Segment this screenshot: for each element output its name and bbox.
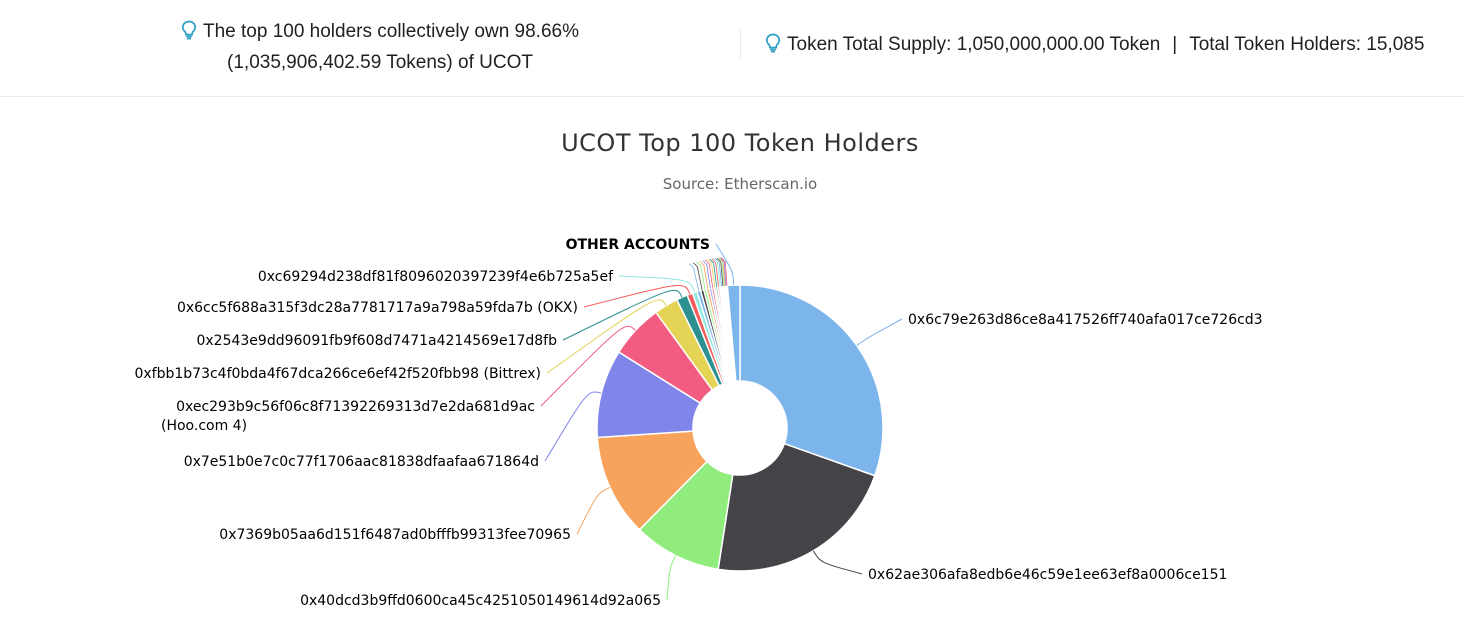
chart-container: UCOT Top 100 Token Holders Source: Ether… [0,98,1464,639]
connector-line [699,260,709,289]
summary-bar: The top 100 holders collectively own 98.… [0,0,1464,97]
connector-line [714,258,722,287]
connector-line [713,258,721,287]
total-holders: Total Token Holders: 15,085 [1189,34,1425,55]
slice-label: 0xec293b9c56f06c8f71392269313d7e2da681d9… [176,399,535,415]
lightbulb-icon [765,33,781,62]
connector-line [718,257,726,286]
connector-line [562,289,683,341]
donut-hole [693,381,787,475]
connector-line [689,263,700,292]
separator: | [1172,34,1178,55]
connector-line [576,486,611,535]
chart-title: UCOT Top 100 Token Holders [561,129,919,157]
divider [740,30,741,60]
connector-line [812,550,863,575]
supply-summary: Token Total Supply: 1,050,000,000.00 Tok… [765,31,1424,62]
connector-line [540,325,636,407]
connector-line [717,257,725,286]
connector-line [693,262,703,291]
connector-line [720,257,728,286]
slice-label: 0x62ae306afa8edb6e46c59e1ee63ef8a0006ce1… [868,567,1227,583]
slice-label: OTHER ACCOUNTS [566,237,710,253]
connector-line [709,258,718,287]
slice-label: 0xc69294d238df81f8096020397239f4e6b725a5… [258,269,614,285]
connector-line [711,258,719,287]
connector-line [618,275,696,293]
holders-pie-chart: UCOT Top 100 Token Holders Source: Ether… [134,129,1263,609]
total-supply: Token Total Supply: 1,050,000,000.00 Tok… [787,34,1161,55]
connector-line [544,391,602,462]
slice-label: 0x2543e9dd96091fb9f608d7471a4214569e17d8… [196,333,557,349]
lightbulb-icon [181,20,197,49]
slice-label: 0x40dcd3b9ffd0600ca45c4251050149614d92a0… [300,593,661,609]
top-holders-tokens: (1,035,906,402.59 Tokens) of UCOT [227,52,533,73]
slice-label: 0x6cc5f688a315f3dc28a7781717a9a798a59fda… [177,300,578,316]
slice-label: 0x6c79e263d86ce8a417526ff740afa017ce726c… [908,312,1263,328]
slice-label-line2: (Hoo.com 4) [161,418,247,434]
connector-line [696,261,706,290]
connector-line [546,299,667,374]
connector-line [704,259,714,288]
connector-line [702,260,711,289]
connector-line [583,285,691,308]
connector-line [666,555,677,601]
connector-line [856,318,903,346]
connector-line [707,259,716,288]
connector-line [716,257,724,287]
slice-label: 0x7369b05aa6d151f6487ad0bfffb99313fee709… [219,527,571,543]
slice-label: 0x7e51b0e7c0c77f1706aac81838dfaafaa67186… [184,454,539,470]
top-holders-summary: The top 100 holders collectively own 98.… [160,18,600,77]
top-holders-text: The top 100 holders collectively own 98.… [202,21,579,42]
connector-line [719,257,727,286]
chart-subtitle: Source: Etherscan.io [663,175,817,193]
connector-line [715,243,735,286]
slice-label: 0xfbb1b73c4f0bda4f67dca266ce6ef42f520fbb… [134,366,541,382]
